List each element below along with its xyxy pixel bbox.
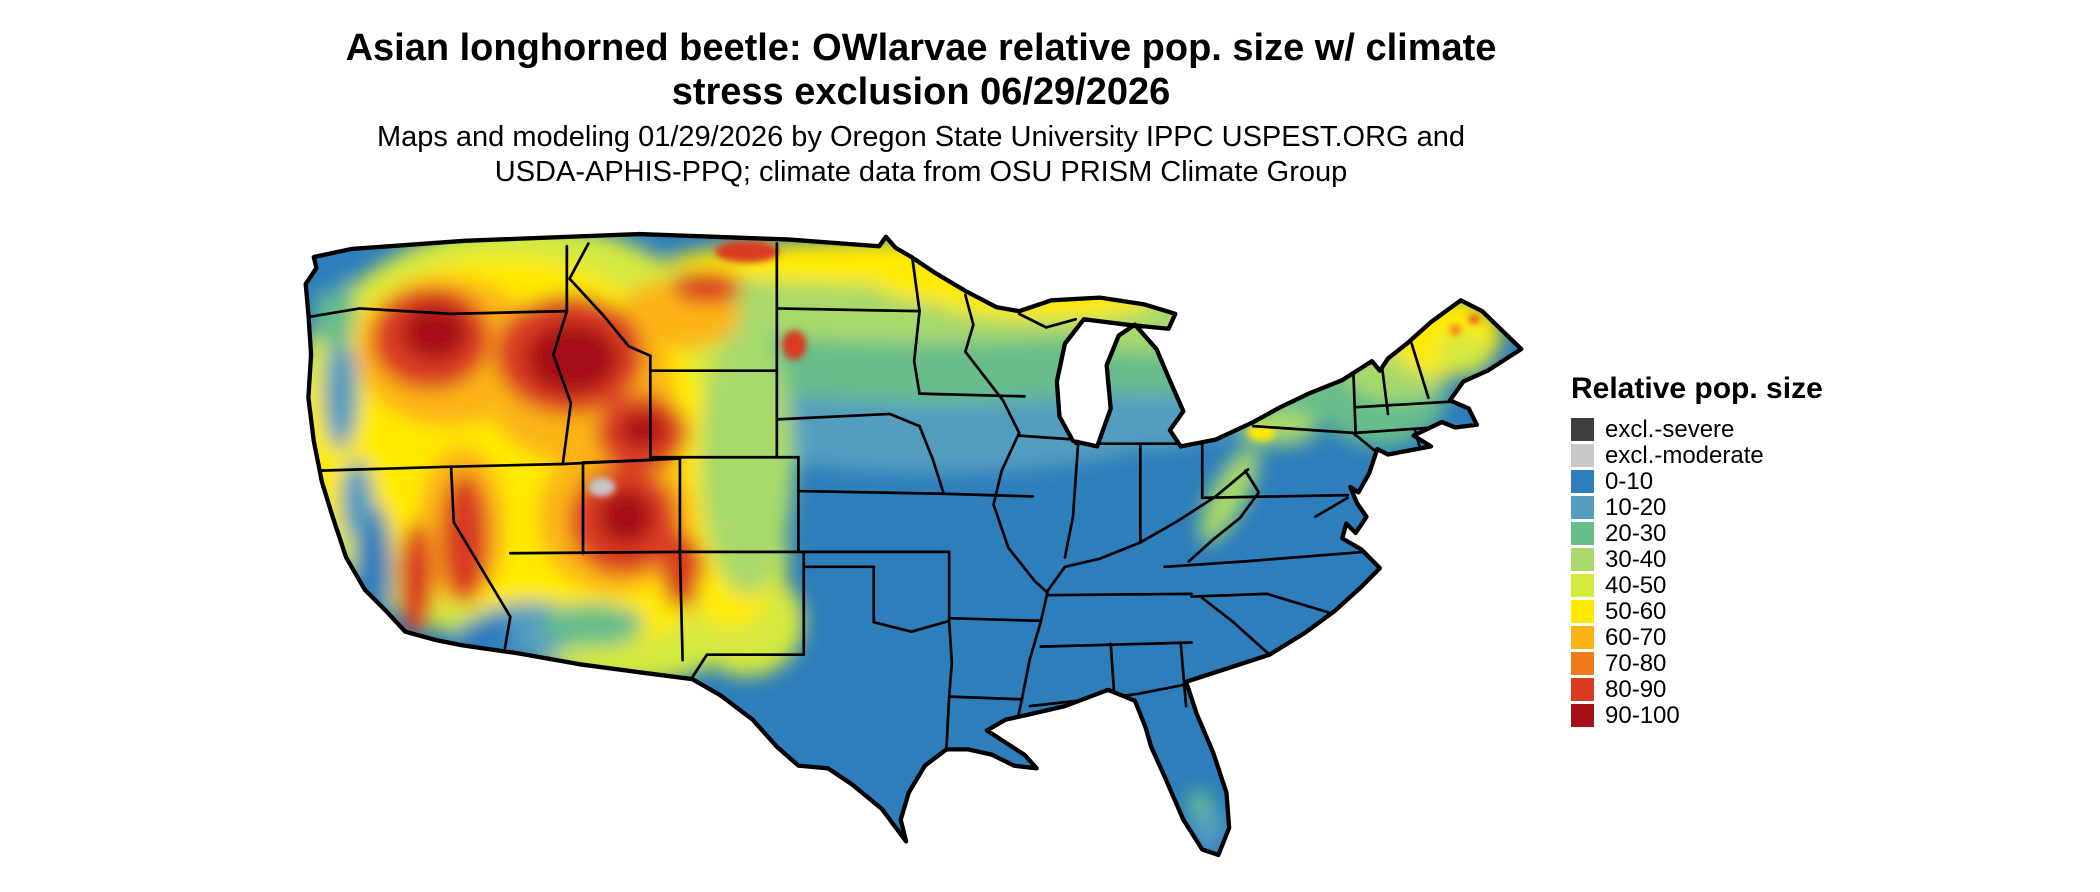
us-outline <box>303 231 1524 858</box>
us-map <box>303 231 1524 858</box>
legend-item: 60-70 <box>1571 623 1823 651</box>
legend-swatch <box>1571 652 1594 675</box>
subtitle-line-1: Maps and modeling 01/29/2026 by Oregon S… <box>376 121 1466 153</box>
legend-swatch <box>1571 548 1594 571</box>
legend-swatch <box>1571 600 1594 623</box>
legend-item: 80-90 <box>1571 675 1823 703</box>
legend-title: Relative pop. size <box>1571 372 1823 405</box>
legend-item: excl.-moderate <box>1571 441 1823 469</box>
legend: Relative pop. size excl.-severe excl.-mod… <box>1571 372 1823 730</box>
legend-item: 50-60 <box>1571 597 1823 625</box>
state-borders <box>309 242 1452 750</box>
legend-item: excl.-severe <box>1571 415 1823 443</box>
title-line-1: Asian longhorned beetle: OWlarvae relati… <box>345 27 1497 69</box>
legend-swatch <box>1571 418 1594 441</box>
legend-item: 10-20 <box>1571 493 1823 521</box>
legend-label: 10-20 <box>1605 493 1667 521</box>
subtitle-line-2: USDA-APHIS-PPQ; climate data from OSU PR… <box>494 156 1348 188</box>
legend-swatch <box>1571 470 1594 493</box>
legend-label: 60-70 <box>1605 623 1667 651</box>
legend-items: excl.-severe excl.-moderate 0-10 10-20 20-30… <box>1571 415 1823 729</box>
legend-label: 0-10 <box>1605 467 1654 495</box>
legend-item: 40-50 <box>1571 571 1823 599</box>
legend-item: 0-10 <box>1571 467 1823 495</box>
legend-label: 80-90 <box>1605 675 1667 703</box>
legend-swatch <box>1571 444 1594 467</box>
page-subtitle: Maps and modeling 01/29/2026 by Oregon S… <box>0 120 1842 190</box>
legend-swatch <box>1571 522 1594 545</box>
legend-label: excl.-severe <box>1605 415 1735 443</box>
page-title: Asian longhorned beetle: OWlarvae relati… <box>0 26 1842 114</box>
legend-item: 70-80 <box>1571 649 1823 677</box>
legend-label: 70-80 <box>1605 649 1667 677</box>
legend-swatch <box>1571 496 1594 519</box>
legend-item: 90-100 <box>1571 701 1823 729</box>
legend-swatch <box>1571 678 1594 701</box>
legend-label: 20-30 <box>1605 519 1667 547</box>
legend-swatch <box>1571 704 1594 727</box>
title-line-2: stress exclusion 06/29/2026 <box>671 71 1171 113</box>
legend-label: excl.-moderate <box>1605 441 1764 469</box>
legend-label: 30-40 <box>1605 545 1667 573</box>
legend-label: 50-60 <box>1605 597 1667 625</box>
legend-label: 40-50 <box>1605 571 1667 599</box>
legend-swatch <box>1571 574 1594 597</box>
legend-swatch <box>1571 626 1594 649</box>
legend-item: 30-40 <box>1571 545 1823 573</box>
legend-label: 90-100 <box>1605 701 1680 729</box>
legend-item: 20-30 <box>1571 519 1823 547</box>
